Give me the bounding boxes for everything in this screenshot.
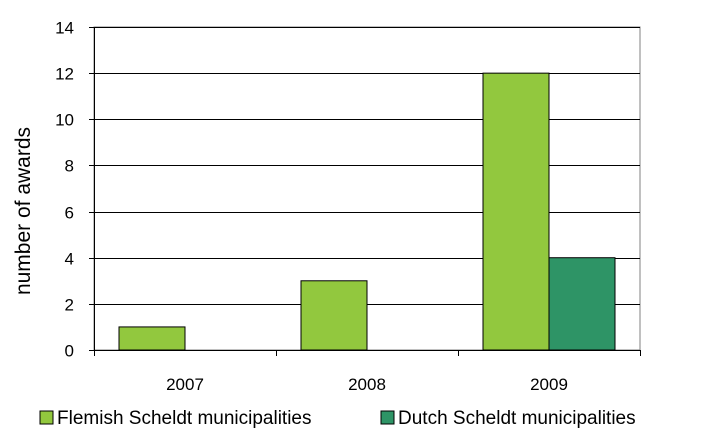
- axes: [89, 27, 641, 356]
- legend-label: Flemish Scheldt municipalities: [57, 408, 312, 429]
- x-tick-label: 2009: [530, 375, 568, 394]
- legend-swatch: [380, 410, 395, 425]
- y-axis-title: number of awards: [12, 127, 35, 295]
- bar-dutch-2009: [548, 257, 616, 351]
- y-tick-labels: 0 2 4 6 8 10 12 14: [55, 19, 74, 361]
- legend-swatch: [39, 410, 54, 425]
- y-tick-label: 14: [55, 19, 74, 38]
- y-tick-label: 10: [55, 111, 74, 130]
- x-tick-labels: 2007 2008 2009: [166, 375, 568, 394]
- bar-flemish-2007: [118, 326, 186, 351]
- y-tick-label: 4: [65, 250, 74, 269]
- legend-label: Dutch Scheldt municipalities: [398, 408, 636, 429]
- bar-flemish-2008: [300, 280, 368, 351]
- y-tick-label: 6: [65, 204, 74, 223]
- x-tick-label: 2007: [166, 375, 204, 394]
- y-tick-label: 12: [55, 65, 74, 84]
- bar-flemish-2009: [482, 72, 550, 351]
- legend: Flemish Scheldt municipalities Dutch Sche…: [39, 408, 636, 429]
- y-tick-label: 0: [65, 342, 74, 361]
- bars: [118, 72, 616, 351]
- x-tick-label: 2008: [348, 375, 386, 394]
- y-tick-label: 8: [65, 157, 74, 176]
- y-tick-label: 2: [65, 296, 74, 315]
